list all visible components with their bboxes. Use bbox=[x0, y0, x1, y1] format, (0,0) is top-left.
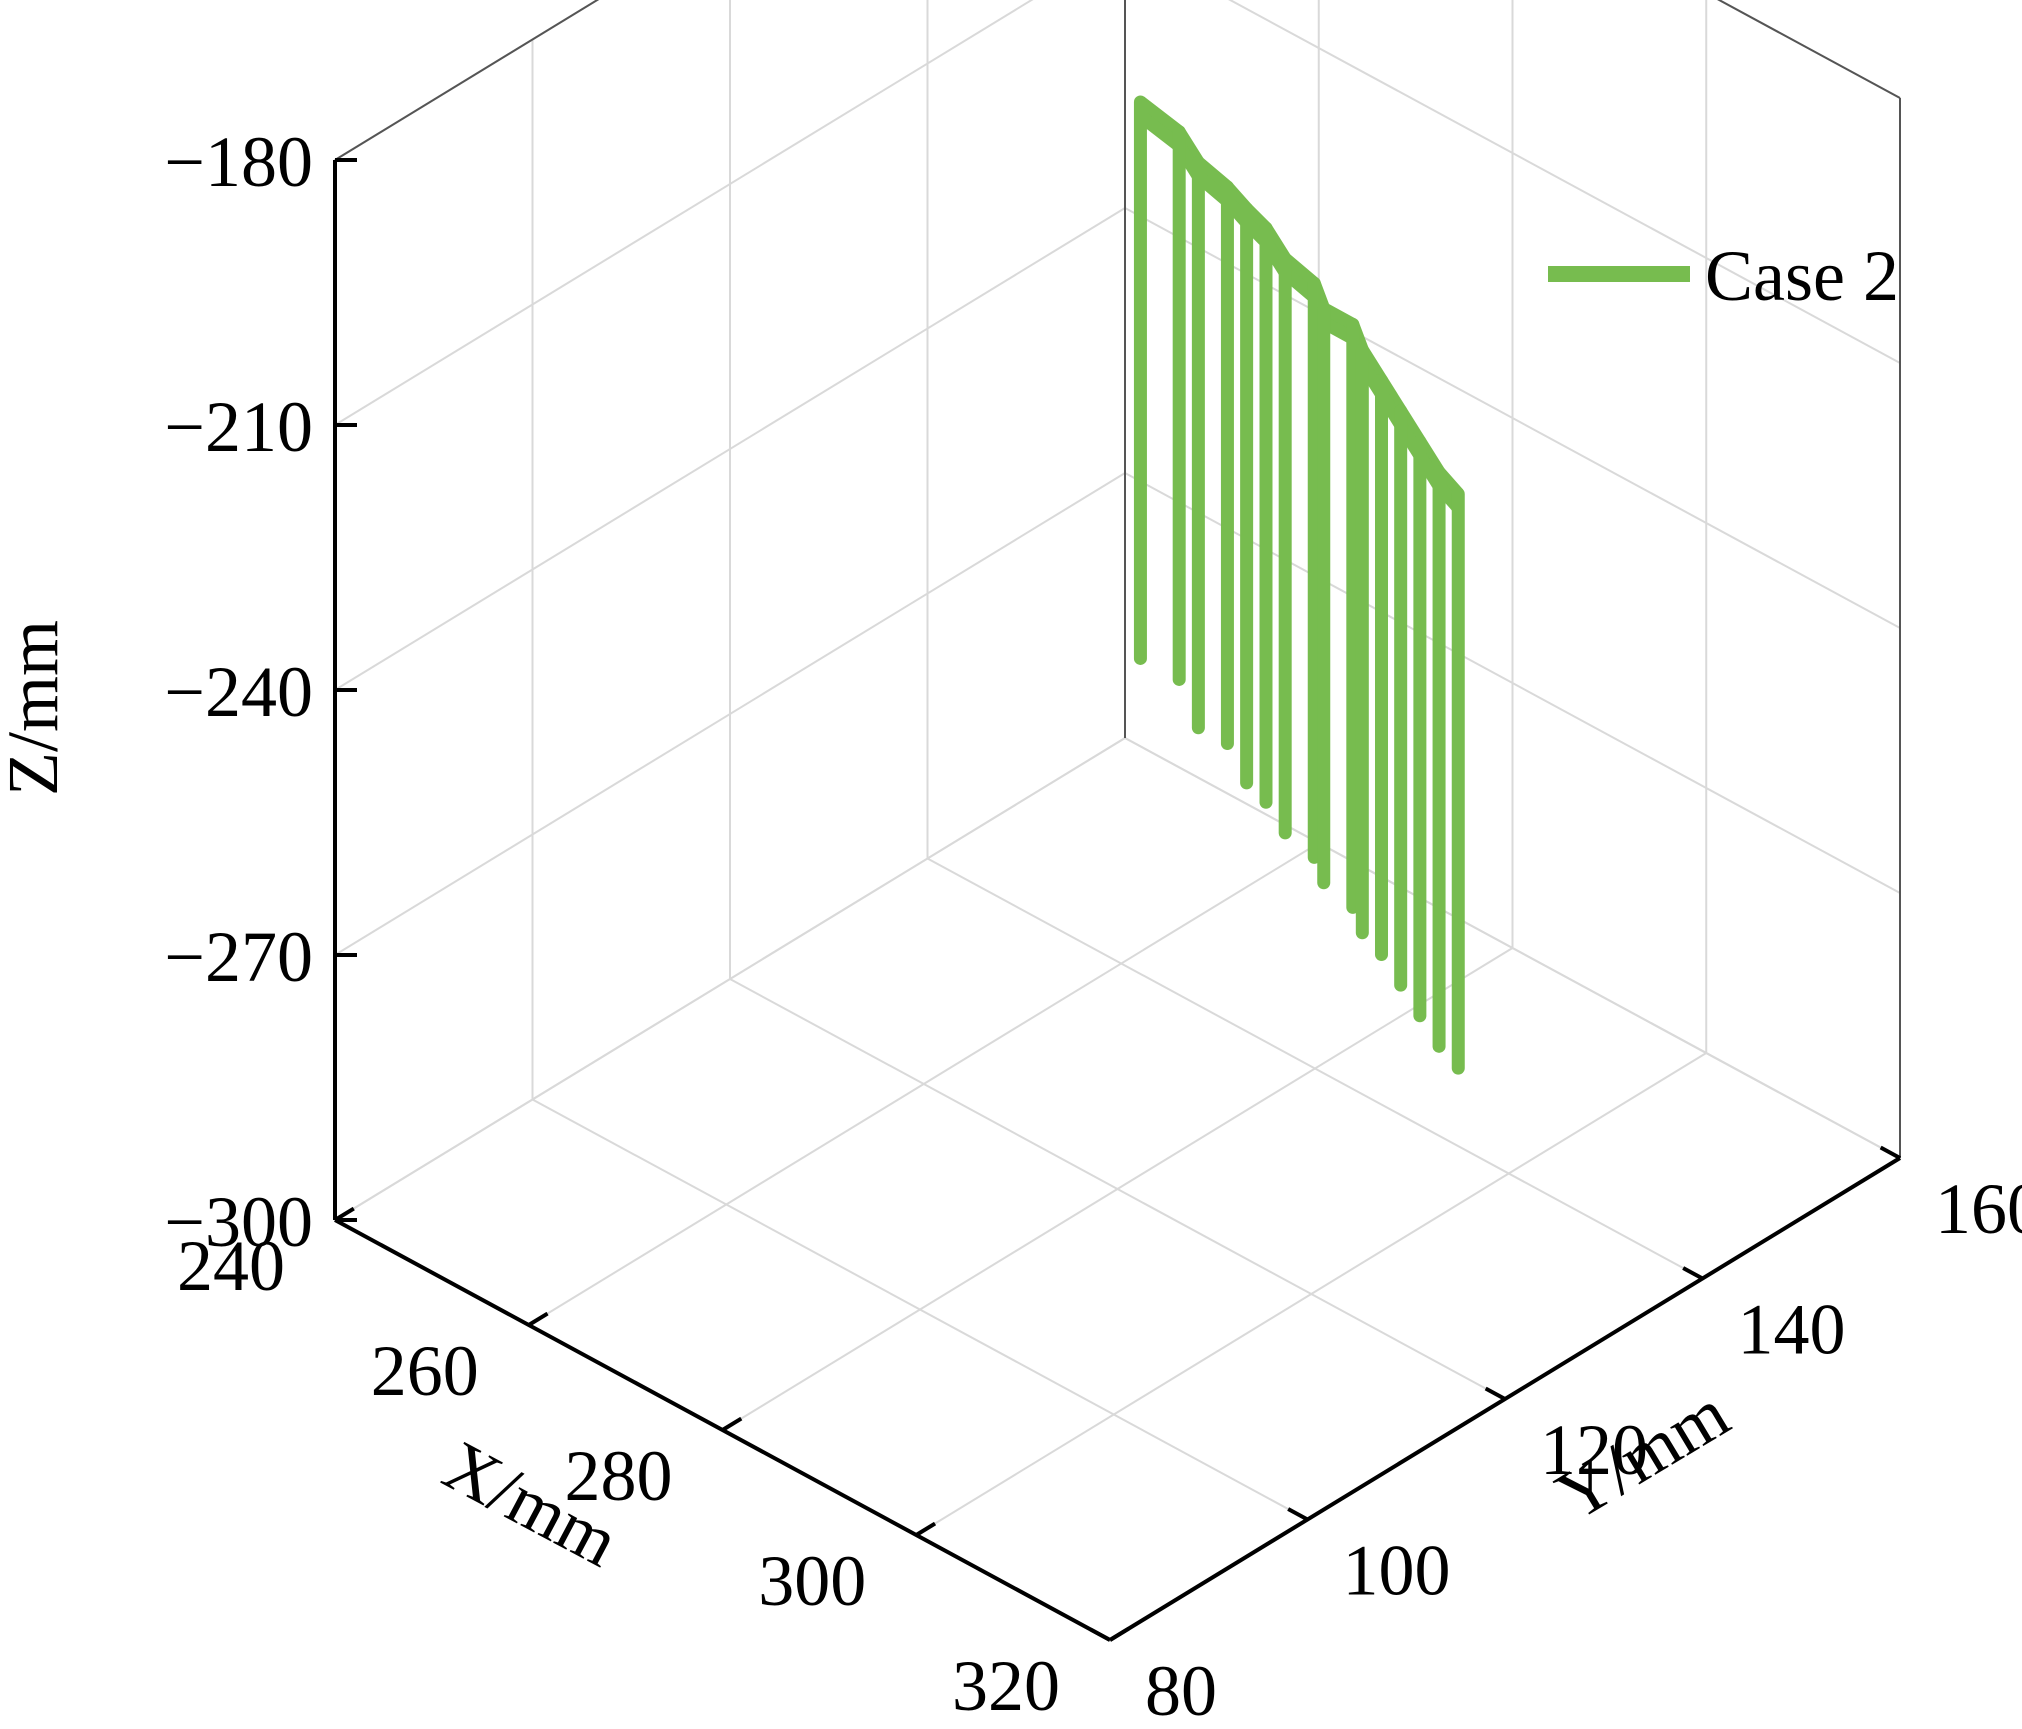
x-tick-label: 260 bbox=[371, 1331, 479, 1411]
grid-line bbox=[1124, 737, 1901, 1159]
x-tick-label: 240 bbox=[177, 1226, 285, 1306]
grid-line bbox=[1228, 0, 1901, 364]
y-tick bbox=[1089, 1627, 1111, 1642]
grid-line bbox=[334, 0, 1034, 426]
grid-line bbox=[334, 472, 1126, 956]
z-tick-label: −210 bbox=[164, 387, 313, 467]
series-top-path-lower bbox=[1136, 110, 1464, 513]
y-tick bbox=[1879, 1145, 1901, 1160]
x-tick bbox=[527, 1311, 549, 1327]
tick-marks bbox=[333, 158, 1901, 1642]
x-tick-label: 280 bbox=[565, 1436, 673, 1516]
grid-line bbox=[334, 737, 1126, 1221]
z-tick-label: −180 bbox=[164, 122, 313, 202]
y-tick-label: 100 bbox=[1343, 1531, 1451, 1611]
x-tick-label: 320 bbox=[952, 1646, 1060, 1726]
y-tick-label: 120 bbox=[1540, 1410, 1648, 1490]
tick-labels: 240 260 280 300 320 80 100 120 140 160 −300 −270 −24… bbox=[164, 122, 2022, 1729]
legend: Case 2 bbox=[1548, 236, 1899, 316]
grid-line bbox=[927, 857, 1703, 1280]
y-tick-label: 80 bbox=[1145, 1651, 1217, 1729]
y-axis-label: Y/mm bbox=[1543, 1373, 1742, 1536]
grid-line bbox=[729, 978, 1506, 1400]
y-tick bbox=[1682, 1266, 1704, 1281]
frame-edge bbox=[1717, 0, 1901, 99]
z-tick-label: −270 bbox=[164, 917, 313, 997]
frame-edge bbox=[334, 0, 600, 161]
z-tick-label: −240 bbox=[164, 652, 313, 732]
z-tick-label: −300 bbox=[164, 1182, 313, 1262]
x-tick-label: 300 bbox=[758, 1541, 866, 1621]
x-tick bbox=[721, 1416, 743, 1432]
grid-line bbox=[1124, 207, 1901, 629]
y-tick-label: 160 bbox=[1935, 1169, 2022, 1249]
legend-label-case-2: Case 2 bbox=[1705, 236, 1899, 316]
grid-line bbox=[532, 1098, 1308, 1521]
y-tick bbox=[1484, 1386, 1506, 1401]
y-tick bbox=[1287, 1507, 1309, 1522]
x-tick bbox=[1108, 1626, 1130, 1642]
x-tick bbox=[915, 1521, 937, 1537]
z-axis-label: Z/mm bbox=[0, 620, 73, 796]
grid-line bbox=[1124, 472, 1901, 894]
grid-line bbox=[334, 207, 1126, 691]
series-case-2 bbox=[1133, 95, 1465, 1075]
y-tick-label: 140 bbox=[1738, 1290, 1846, 1370]
